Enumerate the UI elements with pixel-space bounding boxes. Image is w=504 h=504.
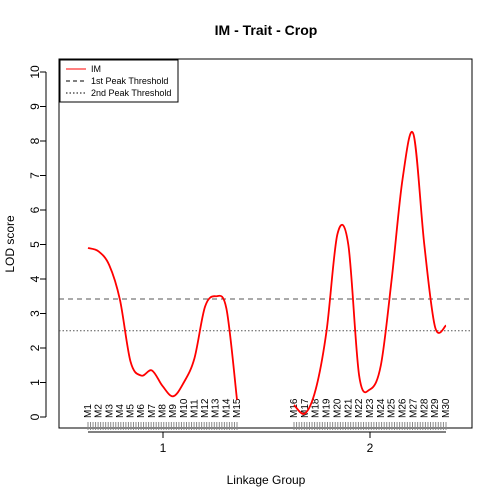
legend-entry-label: 1st Peak Threshold <box>91 76 168 86</box>
marker-label: M1 <box>83 404 94 418</box>
y-tick-label: 8 <box>28 137 42 144</box>
marker-label: M24 <box>376 398 387 418</box>
marker-label: M26 <box>398 398 409 418</box>
marker-label: M30 <box>441 398 452 418</box>
plot-frame <box>58 58 473 429</box>
marker-label: M12 <box>200 398 211 418</box>
threshold-lines <box>59 298 472 332</box>
marker-label: M13 <box>211 398 222 418</box>
marker-label: M28 <box>419 398 430 418</box>
marker-label: M16 <box>289 398 300 418</box>
marker-label: M22 <box>354 398 365 418</box>
y-tick-label: 5 <box>28 241 42 248</box>
legend: IM 1st Peak Threshold 2nd Peak Threshold <box>59 59 179 103</box>
y-tick-label: 2 <box>28 344 42 351</box>
y-axis-label: LOD score <box>3 215 17 273</box>
marker-label: M23 <box>365 398 376 418</box>
marker-label: M17 <box>300 398 311 418</box>
marker-label: M19 <box>322 398 333 418</box>
y-tick-label: 1 <box>28 379 42 386</box>
legend-box <box>59 59 179 103</box>
marker-label: M15 <box>232 398 243 418</box>
y-tick-label: 3 <box>28 310 42 317</box>
x-axis-label: Linkage Group <box>227 473 306 487</box>
lod-curves <box>87 131 447 415</box>
marker-label: M27 <box>408 398 419 418</box>
marker-label: M2 <box>94 404 105 418</box>
marker-label: M6 <box>136 404 147 418</box>
marker-label: M11 <box>189 399 200 418</box>
y-tick-label: 0 <box>28 413 42 420</box>
lod-curve-group-1 <box>87 247 238 400</box>
x-tick-label: 1 <box>160 441 167 455</box>
marker-label: M7 <box>147 404 158 418</box>
marker-label: M21 <box>343 398 354 418</box>
marker-label: M29 <box>430 398 441 418</box>
chart-title: IM - Trait - Crop <box>215 22 318 38</box>
marker-label: M9 <box>168 404 179 418</box>
marker-label: M5 <box>126 404 137 418</box>
lod-curve-group-2 <box>293 131 447 415</box>
marker-label: M10 <box>179 398 190 418</box>
marker-label: M18 <box>311 398 322 418</box>
marker-label: M8 <box>158 404 169 418</box>
y-tick-label: 7 <box>28 172 42 179</box>
x-tick-label: 2 <box>367 441 374 455</box>
y-tick-label: 10 <box>28 65 42 79</box>
y-axis: 0 1 2 3 4 5 6 7 8 9 10 <box>28 65 47 420</box>
legend-entry-label: IM <box>91 64 101 74</box>
marker-label: M14 <box>221 398 232 418</box>
marker-label: M4 <box>115 404 126 418</box>
y-tick-label: 9 <box>28 103 42 110</box>
marker-label: M20 <box>332 398 343 418</box>
marker-ticks: M1 M2 M3 M4 M5 M6 M7 M8 M9 M10 M11 M12 M13 M14 M15 M16 M… <box>83 398 452 430</box>
y-tick-label: 4 <box>28 275 42 282</box>
y-tick-label: 6 <box>28 206 42 213</box>
marker-label: M25 <box>387 398 398 418</box>
marker-label: M3 <box>104 404 115 418</box>
legend-entry-label: 2nd Peak Threshold <box>91 88 171 98</box>
